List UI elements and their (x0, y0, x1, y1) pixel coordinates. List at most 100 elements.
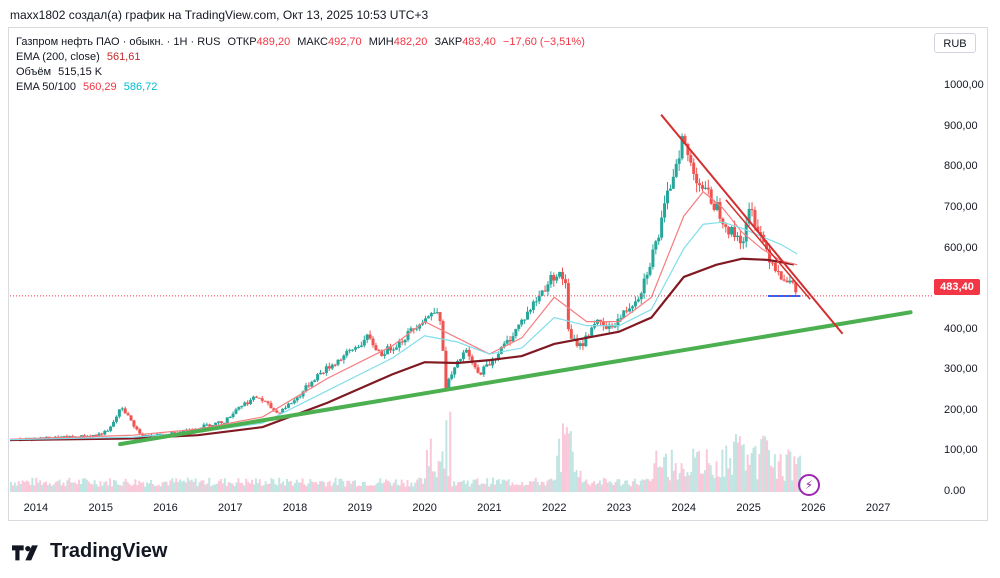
candle-body (438, 312, 442, 322)
volume-bar (182, 480, 185, 492)
candle-body (692, 162, 696, 174)
volume-bar (60, 485, 63, 492)
volume-bar (235, 482, 238, 492)
volume-bar (256, 483, 259, 492)
candle-body (488, 364, 492, 366)
lightning-icon[interactable]: ⚡ (798, 474, 820, 496)
candle-body (391, 349, 395, 351)
candle-body (665, 190, 669, 204)
volume-bar (184, 482, 187, 492)
volume-bar (278, 477, 281, 492)
close-value: 483,40 (462, 36, 496, 48)
ema200-legend[interactable]: EMA (200, close) 561,61 (16, 50, 144, 65)
volume-bar (161, 482, 164, 492)
volume-bar (254, 478, 257, 492)
candle-body (129, 415, 133, 421)
candle-body (114, 416, 118, 422)
volume-bar (37, 482, 40, 492)
candle-body (123, 408, 127, 414)
volume-bar (379, 478, 382, 492)
volume-bar (320, 481, 323, 492)
candle-body (470, 356, 474, 364)
chart-frame[interactable] (8, 27, 988, 521)
volume-bar (560, 472, 563, 492)
candle-body (791, 280, 795, 283)
volume-bar (66, 480, 69, 492)
open-value: 489,20 (256, 36, 291, 48)
candle-body (785, 280, 789, 283)
volume-bar (287, 481, 290, 492)
candle-body (214, 422, 218, 426)
candle-body (782, 279, 786, 281)
candle-body (523, 319, 527, 321)
volume-bar (221, 483, 224, 492)
candle-body (281, 408, 285, 413)
volume-bar (107, 485, 110, 492)
volume-bar (130, 485, 133, 492)
volume-bar (775, 478, 778, 492)
candle-body (208, 424, 212, 427)
volume-bar (309, 479, 312, 492)
volume-bar (589, 485, 592, 492)
candle-body (491, 360, 495, 366)
candle-body (418, 324, 422, 329)
volume-bar (630, 486, 633, 492)
volume-bar (725, 445, 728, 492)
candle-body (584, 335, 588, 347)
volume-bar (503, 479, 506, 492)
volume-bar (165, 481, 168, 492)
candle-body (327, 366, 331, 369)
volume-bar (138, 480, 141, 492)
volume-bar (534, 477, 537, 492)
x-tick-label: 2027 (865, 502, 891, 514)
tradingview-logo[interactable]: TradingView (12, 540, 167, 563)
volume-bar (144, 486, 147, 492)
candle-body (730, 227, 734, 235)
candle-body (234, 409, 238, 414)
low-label: МИН (368, 36, 394, 48)
symbol-name[interactable]: Газпром нефть ПАО · обыкн. · 1Н · RUS (16, 36, 221, 48)
candle-body (100, 433, 104, 435)
volume-bar (10, 482, 12, 492)
volume-bar (354, 480, 357, 492)
volume-bar (701, 473, 704, 492)
y-tick-label: 600,00 (944, 241, 978, 254)
candle-body (301, 391, 305, 397)
candle-body (575, 338, 579, 347)
volume-bar (70, 482, 73, 492)
volume-bar (451, 486, 454, 492)
x-tick-label: 2015 (88, 502, 113, 514)
volume-bar (272, 479, 275, 492)
volume-bar (567, 433, 570, 492)
candle-body (566, 283, 570, 330)
volume-bar (15, 485, 18, 492)
candle-body (660, 217, 664, 238)
candle-body (257, 397, 261, 399)
ema50-100-legend[interactable]: EMA 50/100 560,29 586,72 (16, 80, 161, 95)
volume-bar (134, 479, 137, 492)
candle-body (222, 422, 226, 424)
candle-body (319, 372, 323, 375)
volume-bar (513, 485, 516, 492)
volume-bar (326, 482, 329, 492)
volume-bar (525, 484, 528, 492)
candle-body (269, 403, 273, 409)
candle-body (225, 417, 229, 423)
volume-bar (223, 478, 226, 492)
currency-button[interactable]: RUB (934, 33, 976, 53)
candle-body (677, 158, 681, 164)
volume-bar (684, 476, 687, 492)
volume-bar (289, 480, 292, 492)
candle-body (727, 226, 731, 235)
volume-bar (468, 486, 471, 492)
candle-body (654, 241, 658, 250)
volume-bar (527, 485, 530, 492)
volume-bar (400, 479, 403, 492)
volume-bar (647, 479, 650, 492)
volume-bar (795, 464, 798, 492)
volume-bar (532, 481, 535, 492)
ema100-line (9, 221, 798, 441)
volume-legend[interactable]: Объём 515,15 K (16, 65, 106, 80)
candle-body (537, 295, 541, 302)
